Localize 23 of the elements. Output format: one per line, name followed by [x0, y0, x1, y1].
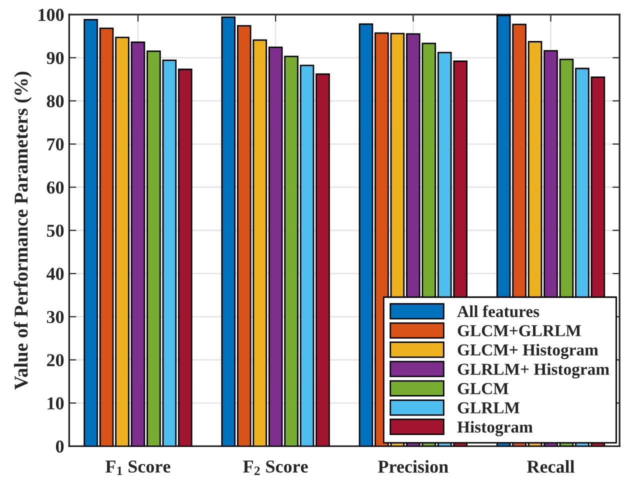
y-tick-label: 20: [47, 354, 64, 366]
legend-label: GLCM: [458, 383, 508, 394]
y-tick-label: 80: [46, 95, 64, 108]
y-tick-label: 30: [46, 310, 64, 324]
legend-label: Histogram: [457, 420, 533, 436]
y-tick-label: 100: [38, 8, 64, 21]
y-tick-label: 90: [46, 52, 64, 64]
legend-label: GLRLM+ Histogram: [458, 363, 610, 378]
y-tick-label: 70: [47, 138, 64, 150]
x-tick-label: F$_{2}$ Score: [243, 460, 308, 475]
y-tick-label: 0: [56, 440, 64, 453]
y-tick-label: 60: [46, 181, 64, 194]
y-tick-label: 40: [46, 268, 64, 280]
y-tick-label: 10: [48, 397, 64, 410]
legend-label: GLCM+GLRLM: [458, 325, 581, 336]
legend-label: All features: [457, 305, 540, 318]
x-tick-label: Precision: [378, 460, 448, 473]
legend-label: GLCM+ Histogram: [458, 344, 598, 360]
legend-label: GLRLM: [458, 402, 520, 414]
x-tick-label: Recall: [527, 460, 575, 473]
y-axis-title: Value of Performance Parameters (%): [14, 72, 32, 390]
y-tick-label: 50: [46, 224, 64, 237]
x-tick-label: F$_{1}$ Score: [106, 460, 170, 475]
